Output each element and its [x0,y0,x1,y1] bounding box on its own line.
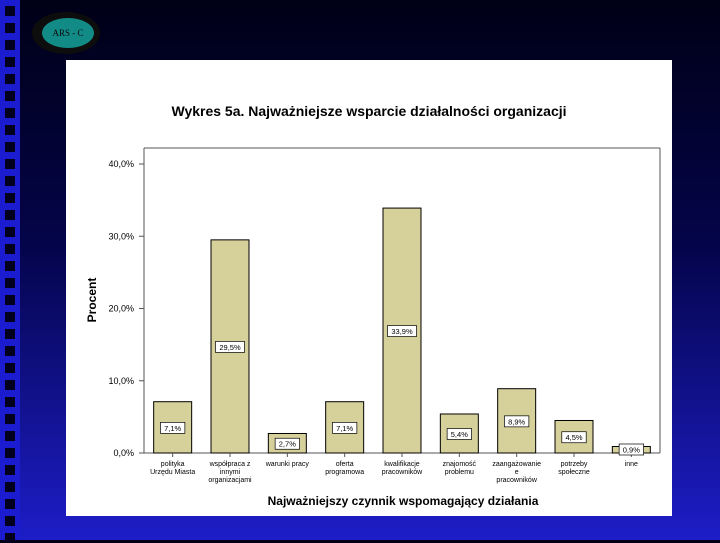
strip-square [5,159,15,169]
x-axis-label: Najważniejszy czynnik wspomagający dział… [268,494,539,508]
data-label-box [387,325,417,337]
strip-square [5,414,15,424]
strip-square [5,363,15,373]
strip-square [5,295,15,305]
data-label-box [274,437,300,450]
x-tick-label-line: inne [625,461,638,468]
data-label-box [504,415,530,428]
data-label: 2,7% [279,440,296,449]
x-tick-label-line: społeczne [558,469,590,476]
data-label: 33,9% [391,327,413,336]
strip-square [5,499,15,509]
y-tick-label: 10,0% [108,376,134,386]
x-tick-label-line: e [515,469,519,476]
strip-square [5,108,15,118]
x-tick-label: warunki pracy [265,461,310,468]
x-tick-label-line: Urzędu Miasta [150,469,195,476]
data-label-box [215,341,245,353]
data-label: 4,5% [565,433,582,442]
y-tick-label: 30,0% [108,231,134,241]
strip-square [5,465,15,475]
strip-square [5,278,15,288]
data-label: 29,5% [219,343,241,352]
y-tick-label: 20,0% [108,304,134,314]
strip-square [5,329,15,339]
strip-square [5,482,15,492]
strip-square [5,74,15,84]
x-tick-label-line: warunki pracy [265,461,310,468]
data-label-box [332,422,358,434]
strip-square [5,57,15,67]
x-tick-label-line: innymi [220,469,241,476]
y-axis-label: Procent [85,278,99,323]
logo: ARS - C [32,12,100,54]
strip-square [5,244,15,254]
x-tick-label: inne [625,461,638,468]
strip-square [5,397,15,407]
x-tick-label-line: pracowników [496,477,537,484]
bar [153,401,193,454]
strip-square [5,23,15,33]
strip-square [5,431,15,441]
strip-square [5,261,15,271]
x-tick-label-line: potrzeby [561,461,588,468]
data-label: 8,9% [508,417,525,426]
strip-square [5,533,15,543]
strip-square [5,125,15,135]
strip-square [5,448,15,458]
x-tick-label: potrzeby społeczne [558,461,590,476]
x-tick-label-line: oferta [336,461,354,468]
x-tick-label: oferta programowa [325,461,364,476]
x-tick-label-line: organizacjami [208,477,252,484]
strip-square [5,210,15,220]
y-tick-label: 0,0% [113,448,134,458]
strip-square [5,193,15,203]
x-tick-label-line: pracowników [382,469,423,476]
chart-slide: Wykres 5a. Najważniejsze wsparcie działa… [66,60,672,516]
logo-text: ARS - C [42,18,94,48]
strip-square [5,142,15,152]
data-label: 5,4% [451,430,468,439]
strip-square [5,40,15,50]
x-tick-label-line: znajomość [443,461,477,468]
x-tick-label: znajomość problemu [443,461,477,476]
x-tick-label-line: zaangażowanie [492,461,541,468]
x-tick-label-line: współpraca z [209,461,251,468]
x-tick-label: polityka Urzędu Miasta [150,461,195,476]
x-tick-label-line: problemu [445,469,474,476]
data-label-box [561,431,587,444]
data-label-box [160,422,186,434]
strip-square [5,380,15,390]
strip-square [5,176,15,186]
x-tick-label-line: polityka [161,461,185,468]
x-tick-label-line: programowa [325,469,364,476]
data-label-box [446,428,472,440]
x-tick-label: kwalifikacje pracowników [382,461,423,476]
x-tick-label: współpraca z innymi organizacjami [208,461,252,484]
left-decorative-strip [0,0,20,543]
strip-square [5,227,15,237]
strip-square [5,6,15,16]
strip-square [5,516,15,526]
data-label: 7,1% [164,424,181,433]
strip-square [5,312,15,322]
x-tick-label-line: kwalifikacje [384,461,420,468]
strip-square [5,346,15,356]
strip-square [5,91,15,101]
x-tick-label: zaangażowanie e pracowników [492,461,541,484]
data-label-box [618,443,644,456]
y-tick-label: 40,0% [108,159,134,169]
data-label: 7,1% [336,424,353,433]
chart-title: Wykres 5a. Najważniejsze wsparcie działa… [171,103,566,119]
data-label: 0,9% [623,446,640,455]
bar-chart: Wykres 5a. Najważniejsze wsparcie działa… [85,103,661,508]
